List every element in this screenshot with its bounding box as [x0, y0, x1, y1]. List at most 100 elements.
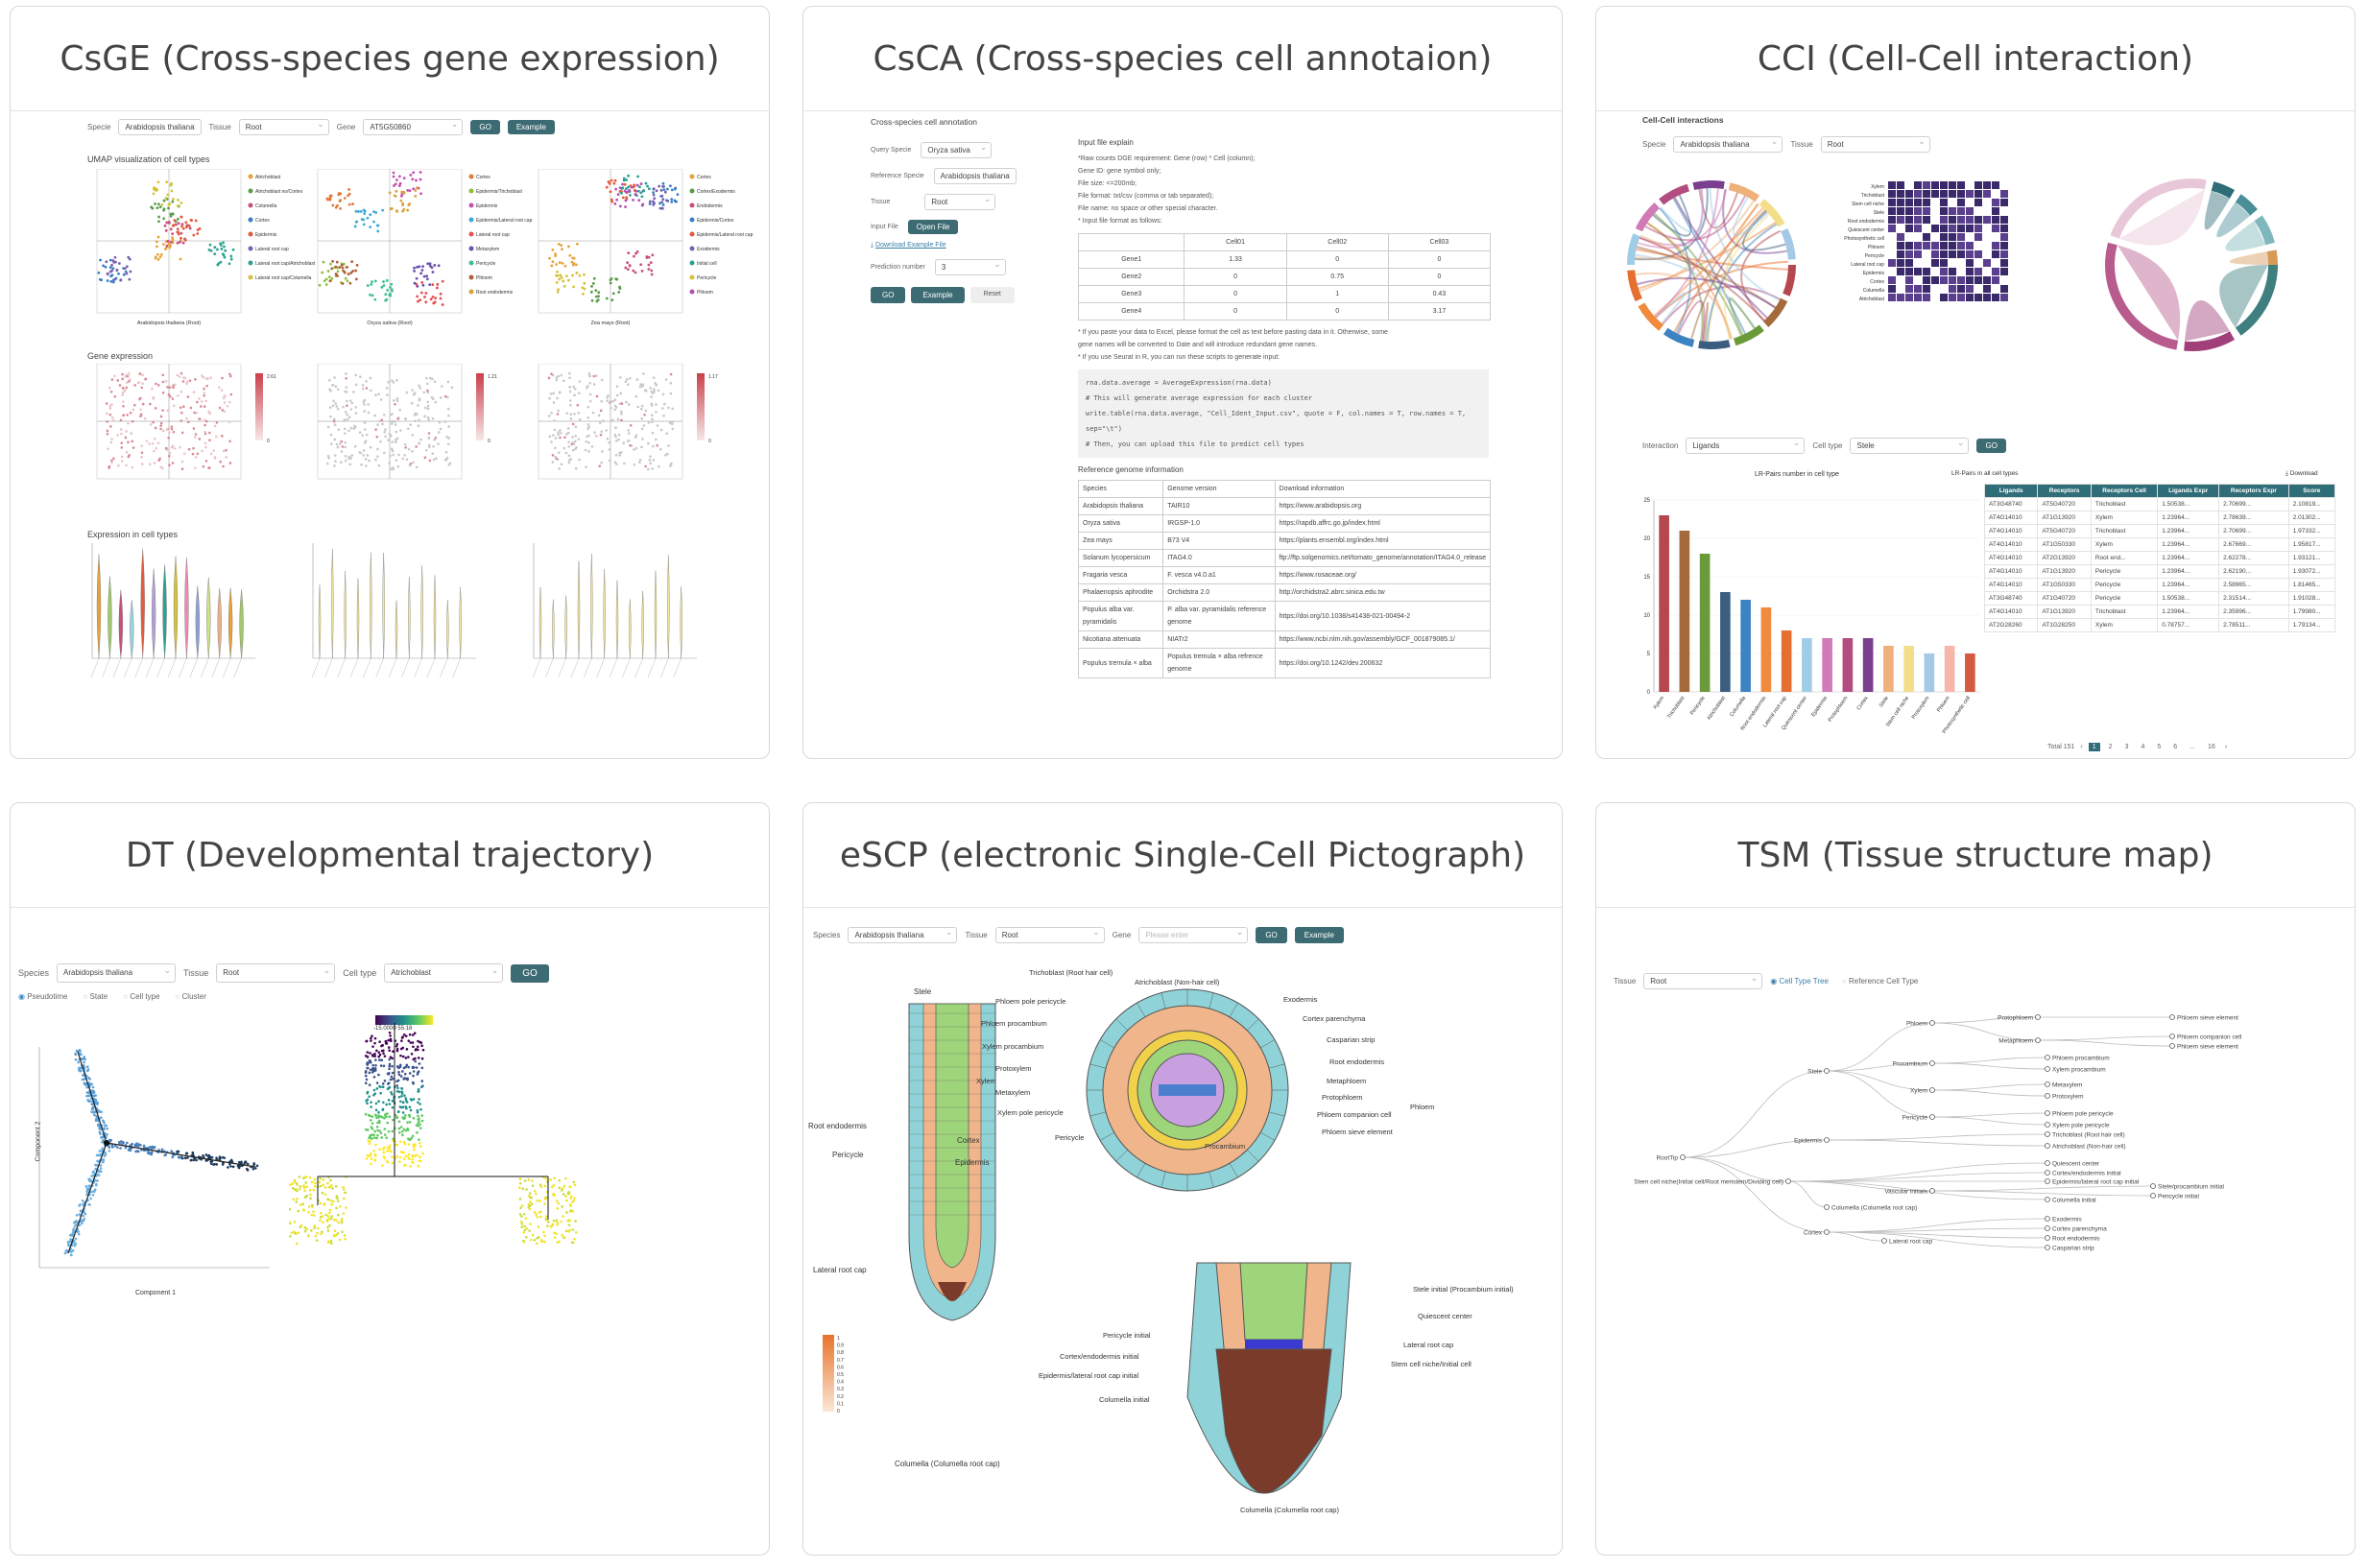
heatmap-cell — [1931, 225, 1939, 232]
page-button[interactable]: 2 — [2108, 744, 2113, 750]
open-file-button[interactable]: Open File — [907, 220, 959, 234]
page-button[interactable]: 5 — [2157, 744, 2162, 750]
chord-arc — [2211, 181, 2235, 199]
query-select[interactable]: Oryza sativa — [921, 140, 993, 158]
table-header-cell[interactable]: Receptors — [2037, 484, 2092, 498]
umap-point — [156, 180, 160, 184]
table-cell[interactable]: AT4G14010 — [1983, 605, 2039, 619]
umap-point — [328, 197, 332, 201]
trajectory-point — [151, 1151, 154, 1153]
table-cell[interactable]: AT4G14010 — [1983, 511, 2039, 525]
go-button[interactable]: GO — [1976, 439, 2006, 453]
example-button[interactable]: Example — [507, 120, 555, 134]
next-page-icon[interactable]: › — [2224, 744, 2228, 750]
table-cell[interactable]: AT5G40720 — [2037, 524, 2092, 538]
legend-label: Atrichoblast no/Cortex — [255, 189, 303, 195]
table-header-cell[interactable]: Score — [2287, 484, 2336, 498]
pseudotime-point — [398, 1140, 402, 1144]
pseudotime-point — [568, 1219, 571, 1223]
radio-pseudotime[interactable]: ◉ Pseudotime — [18, 992, 68, 1001]
tissue-select[interactable]: Root — [1820, 134, 1930, 153]
table-cell[interactable]: AT4G14010 — [1983, 578, 2039, 592]
go-button[interactable]: GO — [511, 963, 549, 983]
radio-state[interactable]: ○ State — [83, 992, 108, 1001]
table-cell[interactable]: AT2G13920 — [2037, 551, 2092, 565]
gene-input[interactable]: AT5G50860 — [363, 117, 464, 135]
tissue-select[interactable]: Root — [216, 962, 336, 983]
reset-button[interactable]: Reset — [969, 287, 1015, 303]
page-button[interactable]: 1 — [2088, 743, 2100, 751]
umap-point — [336, 203, 339, 207]
tissue-select[interactable]: Root — [994, 925, 1105, 943]
umap-point — [634, 251, 637, 255]
go-button[interactable]: GO — [871, 287, 906, 303]
tissue-select[interactable]: Root — [924, 192, 996, 210]
umap-point — [110, 273, 114, 277]
table-cell[interactable]: AT1G50330 — [2037, 578, 2092, 592]
umap-point — [557, 242, 561, 246]
table-cell[interactable]: AT3G48740 — [1983, 591, 2039, 606]
pseudotime-point — [522, 1212, 526, 1216]
table-cell[interactable]: AT4G14010 — [1983, 551, 2039, 565]
pseudotime-point — [370, 1119, 372, 1122]
page-button[interactable]: 6 — [2173, 744, 2178, 750]
gene-input[interactable]: Please enter — [1138, 925, 1249, 943]
pseudotime-point — [403, 1142, 407, 1146]
table-cell[interactable]: AT1G50330 — [2037, 537, 2092, 552]
tissue-select[interactable]: Root — [1643, 971, 1763, 989]
go-button[interactable]: GO — [470, 120, 500, 134]
tissue-select[interactable]: Root — [238, 117, 329, 135]
page-button[interactable]: 4 — [2141, 744, 2145, 750]
page-button[interactable]: 3 — [2124, 744, 2129, 750]
radio-cluster[interactable]: ○ Cluster — [175, 992, 206, 1001]
heatmap-row-label: Phloem — [1868, 245, 1884, 250]
species-select[interactable]: Arabidopsis thaliana — [118, 117, 202, 135]
table-cell[interactable]: AT4G14010 — [1983, 524, 2039, 538]
tree-label: Cortex/endodermis initial — [2052, 1171, 2121, 1177]
species-select[interactable]: Arabidopsis thaliana — [848, 925, 958, 943]
heatmap-cell — [1992, 225, 1999, 232]
table-header-cell[interactable]: Ligands — [1983, 484, 2039, 498]
table-cell[interactable]: AT1G13920 — [2037, 605, 2092, 619]
prediction-select[interactable]: 3 — [934, 257, 1006, 275]
table-cell: 1.93121... — [2287, 551, 2336, 565]
tree-node — [2045, 1055, 2050, 1060]
table-cell[interactable]: AT4G14010 — [1983, 537, 2039, 552]
example-button[interactable]: Example — [1294, 927, 1344, 943]
download-example-link[interactable]: Download Example File — [875, 242, 946, 249]
radio-reference-cell-type[interactable]: ○ Reference Cell Type — [1841, 977, 1919, 986]
table-header-cell[interactable]: Receptors Expr — [2218, 484, 2289, 498]
trajectory-point — [251, 1167, 255, 1171]
expr-point — [577, 438, 581, 440]
specie-select[interactable]: Arabidopsis thaliana — [1673, 134, 1783, 153]
table-header-cell[interactable]: Ligands Expr — [2157, 484, 2220, 498]
expr-point — [554, 456, 557, 459]
table-cell[interactable]: AT3G48740 — [1983, 497, 2039, 511]
cell-type-select[interactable]: Atrichoblast — [384, 962, 504, 983]
go-button[interactable]: GO — [1256, 927, 1287, 943]
expr-point — [342, 405, 345, 409]
interaction-select[interactable]: Ligands — [1686, 436, 1806, 454]
table-cell[interactable]: AT2G28260 — [1983, 618, 2039, 632]
pseudotime-point — [293, 1180, 297, 1184]
heatmap-cell — [1949, 250, 1956, 258]
cell-type-select[interactable]: Stele — [1850, 436, 1970, 454]
example-button[interactable]: Example — [911, 287, 965, 303]
page-button[interactable]: 16 — [2208, 744, 2215, 750]
table-cell[interactable]: AT5G40720 — [2037, 497, 2092, 511]
tree-label: Phloem procambium — [2052, 1056, 2110, 1062]
violin — [331, 548, 334, 659]
table-cell[interactable]: AT1G40720 — [2037, 591, 2092, 606]
table-cell[interactable]: AT1G13920 — [2037, 564, 2092, 579]
table-cell[interactable]: AT1G13920 — [2037, 511, 2092, 525]
species-select[interactable]: Arabidopsis thaliana — [57, 962, 177, 983]
download-link[interactable]: ⤓ Download — [2285, 470, 2318, 477]
prev-page-icon[interactable]: ‹ — [2080, 744, 2083, 750]
reference-select[interactable]: Arabidopsis thaliana — [933, 166, 1017, 184]
radio-cell-type[interactable]: ○ Cell type — [123, 992, 160, 1001]
table-cell[interactable]: AT4G14010 — [1983, 564, 2039, 579]
table-header-cell[interactable]: Receptors Cell — [2090, 484, 2159, 498]
page-button[interactable]: ... — [2190, 744, 2196, 750]
radio-cell-type-tree[interactable]: ◉ Cell Type Tree — [1770, 977, 1829, 986]
table-cell[interactable]: AT1G28250 — [2037, 618, 2092, 632]
